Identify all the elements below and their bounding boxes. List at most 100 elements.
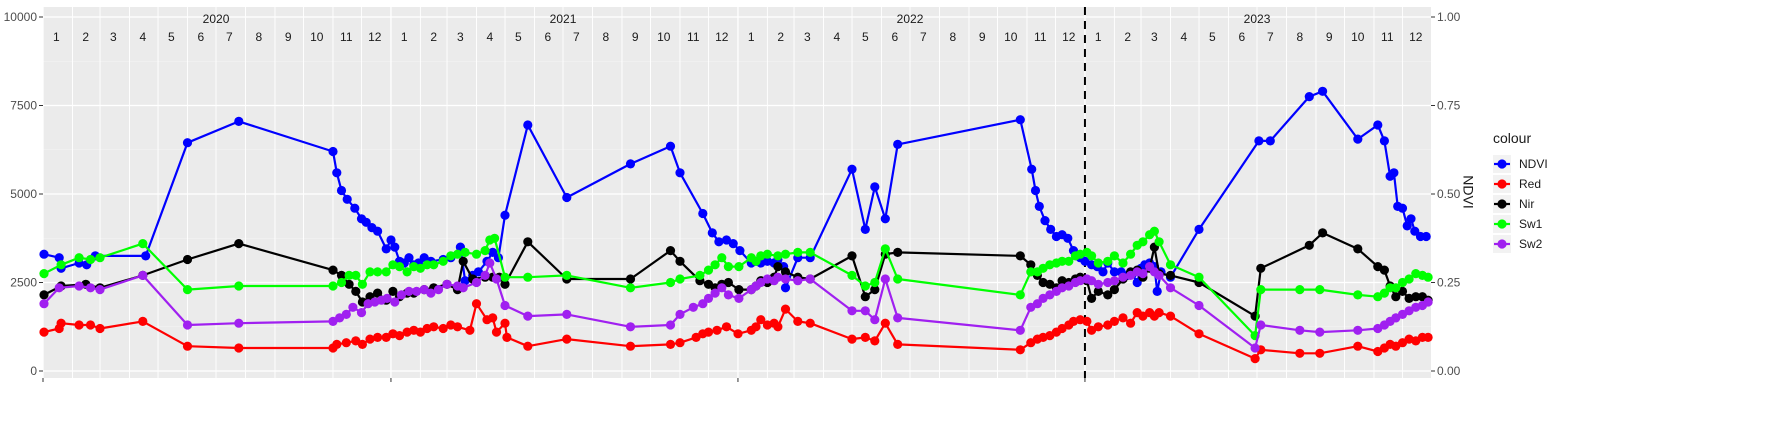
month-label: 11 xyxy=(687,30,700,44)
data-point-sw2 xyxy=(396,290,406,300)
plot-panel xyxy=(43,7,1431,378)
data-point-red xyxy=(1194,329,1204,339)
data-point-sw2 xyxy=(1353,325,1363,335)
month-label: 11 xyxy=(1034,30,1047,44)
data-point-red xyxy=(74,320,84,330)
data-point-sw2 xyxy=(54,283,64,293)
month-label: 12 xyxy=(715,30,729,44)
data-point-sw2 xyxy=(1165,283,1176,293)
data-point-red xyxy=(85,320,96,330)
data-point-sw2 xyxy=(1154,270,1164,280)
data-point-nir xyxy=(39,290,49,300)
data-point-nir xyxy=(500,279,510,289)
data-point-sw1 xyxy=(1109,251,1119,261)
month-label: 10 xyxy=(1351,30,1365,44)
month-label: 10 xyxy=(1004,30,1018,44)
data-point-sw2 xyxy=(85,283,96,293)
data-point-nir xyxy=(734,285,744,295)
data-point-sw2 xyxy=(562,309,572,319)
data-point-sw1 xyxy=(880,244,890,254)
data-point-ndvi xyxy=(847,164,857,174)
month-label: 8 xyxy=(1296,30,1303,44)
data-point-ndvi xyxy=(39,249,49,259)
data-point-sw2 xyxy=(1109,276,1119,286)
data-point-sw1 xyxy=(1295,285,1305,295)
data-point-sw1 xyxy=(717,253,727,263)
month-label: 12 xyxy=(1409,30,1423,44)
data-point-sw1 xyxy=(365,267,375,277)
data-point-red xyxy=(500,318,510,328)
month-label: 7 xyxy=(920,30,927,44)
data-point-red xyxy=(357,339,367,349)
month-label: 5 xyxy=(862,30,869,44)
legend-key-point xyxy=(1497,159,1507,169)
data-point-sw1 xyxy=(1165,260,1176,270)
month-label: 10 xyxy=(657,30,671,44)
left-axis-tick-label: 5000 xyxy=(10,187,37,201)
data-point-sw2 xyxy=(341,309,351,319)
data-point-nir xyxy=(870,285,880,295)
data-point-sw1 xyxy=(870,277,880,288)
data-point-red xyxy=(1423,332,1433,342)
data-point-ndvi xyxy=(336,185,347,196)
data-point-sw2 xyxy=(485,258,495,268)
data-point-ndvi xyxy=(1098,267,1108,277)
data-point-sw1 xyxy=(1194,272,1204,282)
month-label: 3 xyxy=(110,30,117,44)
data-point-ndvi xyxy=(1109,267,1119,277)
data-point-ndvi xyxy=(1402,221,1412,231)
data-point-ndvi xyxy=(350,203,360,213)
data-point-red xyxy=(1015,345,1025,355)
month-label: 2 xyxy=(82,30,89,44)
month-label: 9 xyxy=(285,30,292,44)
data-point-sw1 xyxy=(1064,256,1074,266)
data-point-ndvi xyxy=(500,210,510,220)
data-point-sw1 xyxy=(373,267,383,277)
month-label: 5 xyxy=(1209,30,1216,44)
data-point-sw2 xyxy=(234,318,244,328)
data-point-ndvi xyxy=(373,226,383,236)
series-layer xyxy=(39,7,1433,378)
data-point-sw2 xyxy=(348,302,358,312)
data-point-nir xyxy=(1411,292,1421,302)
month-label: 1 xyxy=(401,30,408,44)
data-point-sw2 xyxy=(1093,279,1103,289)
data-point-sw1 xyxy=(394,262,405,272)
data-point-sw1 xyxy=(1149,226,1159,236)
data-point-sw2 xyxy=(1256,320,1266,330)
month-label: 9 xyxy=(632,30,639,44)
series-sw2 xyxy=(39,258,1433,353)
data-point-red xyxy=(1126,318,1136,328)
data-point-sw1 xyxy=(39,269,49,279)
month-label: 6 xyxy=(197,30,204,44)
data-point-nir xyxy=(388,286,398,296)
data-point-sw1 xyxy=(351,270,361,280)
data-point-sw1 xyxy=(460,247,470,257)
data-point-red xyxy=(1109,316,1119,326)
data-point-ndvi xyxy=(1027,164,1037,174)
data-point-nir xyxy=(1015,251,1025,261)
data-point-ndvi xyxy=(675,168,685,178)
data-point-ndvi xyxy=(1421,231,1431,242)
legend: colour NDVI Red Nir Sw1 Sw2 xyxy=(1493,130,1548,253)
data-point-sw1 xyxy=(480,246,490,256)
month-label: 5 xyxy=(168,30,175,44)
month-label: 4 xyxy=(486,30,493,44)
data-point-sw1 xyxy=(703,265,714,275)
year-label: 2022 xyxy=(897,12,924,26)
data-point-sw1 xyxy=(402,267,412,277)
data-point-ndvi xyxy=(234,116,244,126)
data-point-sw1 xyxy=(1404,274,1414,284)
data-point-ndvi xyxy=(182,138,193,148)
data-point-red xyxy=(182,341,193,351)
data-point-sw1 xyxy=(438,256,448,266)
data-point-red xyxy=(1154,308,1164,318)
data-point-red xyxy=(721,322,732,332)
legend-label-nir: Nir xyxy=(1519,197,1534,211)
data-point-nir xyxy=(1318,228,1328,238)
data-point-sw1 xyxy=(422,260,432,270)
data-point-nir xyxy=(458,256,468,266)
data-point-sw2 xyxy=(433,285,444,295)
data-point-sw2 xyxy=(665,320,676,330)
